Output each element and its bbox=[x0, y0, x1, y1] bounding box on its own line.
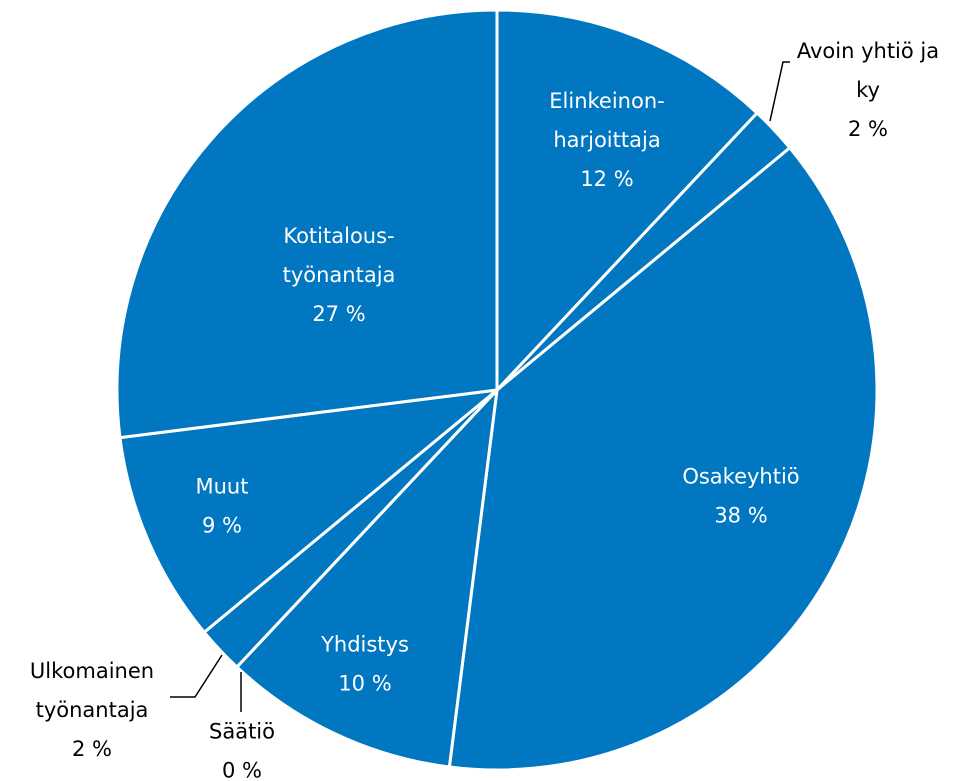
value-label: 0 % bbox=[222, 759, 262, 781]
category-label: Avoin yhtiö ja bbox=[797, 39, 939, 63]
category-label: Muut bbox=[196, 475, 249, 499]
category-label: työnantaja bbox=[283, 263, 396, 287]
slice-label: Elinkeinon-harjoittaja 12 % bbox=[549, 89, 664, 191]
slice-label: Ulkomainen työnantaja 2 % bbox=[30, 659, 154, 761]
slice-label: Avoin yhtiö ja ky 2 % bbox=[797, 39, 939, 141]
category-label: työnantaja bbox=[36, 698, 149, 722]
category-label: Säätiö bbox=[209, 720, 275, 744]
leader-line bbox=[769, 61, 790, 122]
value-label: 12 % bbox=[580, 167, 633, 191]
category-label: Ulkomainen bbox=[30, 659, 154, 683]
category-label: Yhdistys bbox=[320, 633, 409, 657]
pie-slice bbox=[115, 8, 499, 440]
value-label: 10 % bbox=[338, 672, 391, 696]
value-label: 2 % bbox=[848, 117, 888, 141]
slice-label: Kotitalous-työnantaja 27 % bbox=[283, 224, 396, 326]
value-label: 27 % bbox=[312, 302, 365, 326]
category-label: Osakeyhtiö bbox=[682, 465, 799, 489]
slice-label: Säätiö 0 % bbox=[209, 720, 275, 781]
slice-label: Yhdistys 10 % bbox=[320, 633, 409, 696]
category-label: Elinkeinon- bbox=[549, 89, 664, 113]
pie-slice bbox=[495, 8, 760, 394]
value-label: 9 % bbox=[202, 514, 242, 538]
value-label: 38 % bbox=[714, 504, 767, 528]
category-label: ky bbox=[856, 78, 880, 102]
slice-label: Osakeyhtiö 38 % bbox=[682, 465, 799, 528]
pie-slice bbox=[234, 385, 500, 769]
pie-slice bbox=[447, 145, 879, 772]
category-label: Kotitalous- bbox=[283, 224, 394, 248]
value-label: 2 % bbox=[72, 737, 112, 761]
category-label: harjoittaja bbox=[553, 128, 660, 152]
pie-slice bbox=[118, 387, 502, 635]
leader-line bbox=[170, 654, 223, 698]
slice-label: Muut 9 % bbox=[196, 475, 249, 538]
